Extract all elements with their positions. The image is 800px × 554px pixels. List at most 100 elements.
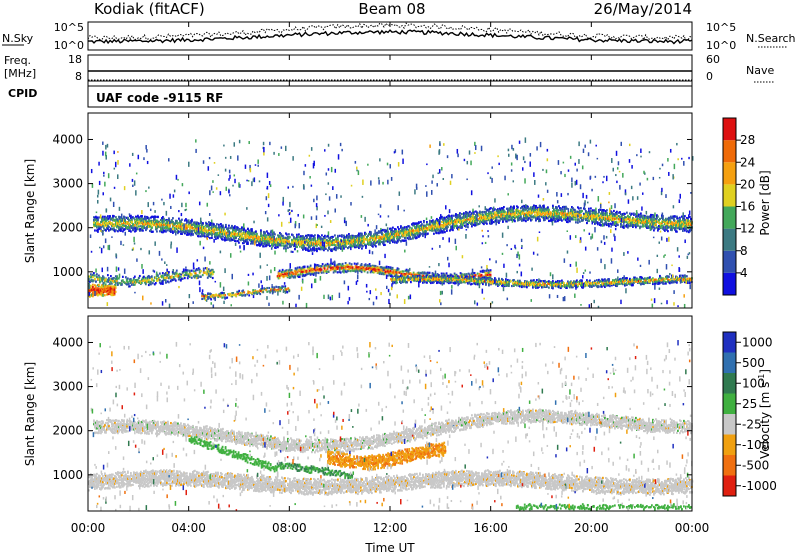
- data-cell: [212, 223, 214, 226]
- data-cell: [503, 205, 505, 209]
- data-cell: [107, 227, 109, 230]
- data-cell: [264, 237, 266, 240]
- data-cell: [127, 222, 129, 226]
- data-cell: [370, 231, 372, 234]
- data-cell: [433, 232, 435, 235]
- data-cell: [258, 243, 260, 246]
- nave-tick-top: 60: [706, 53, 720, 66]
- data-cell: [126, 226, 128, 229]
- data-cell: [161, 227, 163, 231]
- data-cell: [93, 218, 95, 222]
- data-cell: [195, 229, 197, 232]
- data-cell: [163, 223, 165, 227]
- data-cell: [217, 228, 219, 231]
- data-cell: [180, 230, 182, 233]
- data-cell: [154, 218, 156, 221]
- data-cell: [246, 242, 248, 245]
- data-cell: [253, 239, 255, 242]
- data-cell: [150, 223, 152, 226]
- data-cell: [117, 224, 119, 227]
- data-cell: [406, 227, 408, 231]
- data-cell: [102, 218, 104, 221]
- data-cell: [245, 233, 247, 236]
- data-cell: [103, 221, 105, 224]
- data-cell: [580, 207, 582, 210]
- data-cell: [200, 227, 202, 230]
- data-cell: [230, 236, 232, 240]
- data-cell: [192, 227, 194, 230]
- data-cell: [277, 237, 279, 240]
- data-cell: [243, 231, 245, 234]
- data-cell: [201, 233, 203, 236]
- data-cell: [211, 225, 213, 229]
- data-cell: [161, 224, 163, 227]
- data-cell: [165, 230, 167, 233]
- data-cell: [247, 238, 249, 241]
- data-cell: [217, 234, 219, 237]
- data-cell: [616, 212, 618, 216]
- data-cell: [160, 222, 162, 225]
- data-cell: [255, 235, 257, 238]
- data-cell: [153, 220, 155, 223]
- data-cell: [122, 230, 124, 233]
- data-cell: [140, 228, 142, 231]
- data-cell: [263, 232, 265, 235]
- data-cell: [239, 230, 241, 233]
- data-cell: [125, 221, 127, 224]
- data-cell: [205, 228, 207, 231]
- data-cell: [258, 237, 260, 240]
- data-cell: [588, 219, 590, 222]
- data-cell: [311, 234, 313, 238]
- data-cell: [613, 209, 615, 213]
- data-cell: [317, 264, 320, 267]
- data-cell: [186, 233, 188, 236]
- data-cell: [404, 234, 406, 237]
- data-cell: [327, 249, 329, 252]
- data-cell: [254, 238, 256, 241]
- data-cell: [146, 223, 148, 226]
- data-cell: [224, 231, 226, 234]
- data-cell: [142, 229, 144, 232]
- data-cell: [228, 224, 230, 227]
- data-cell: [272, 237, 274, 241]
- data-cell: [383, 240, 385, 243]
- data-cell: [111, 224, 113, 227]
- data-cell: [220, 228, 222, 231]
- data-cell: [287, 246, 289, 249]
- data-cell: [112, 224, 114, 227]
- data-cell: [219, 226, 221, 229]
- data-cell: [154, 222, 156, 225]
- data-cell: [324, 236, 326, 240]
- data-cell: [168, 221, 170, 224]
- data-cell: [258, 239, 260, 242]
- data-cell: [250, 239, 252, 243]
- data-cell: [194, 227, 196, 230]
- data-cell: [123, 219, 125, 222]
- data-cell: [225, 223, 227, 227]
- data-cell: [402, 234, 404, 237]
- data-cell: [191, 223, 193, 227]
- data-cell: [119, 216, 121, 219]
- data-cell: [178, 217, 180, 220]
- data-cell: [162, 217, 164, 220]
- data-cell: [635, 226, 637, 229]
- data-cell: [251, 238, 253, 241]
- data-cell: [186, 227, 188, 230]
- data-cell: [231, 234, 233, 238]
- data-cell: [128, 218, 130, 221]
- data-cell: [100, 226, 102, 229]
- data-cell: [256, 236, 258, 240]
- data-cell: [181, 232, 183, 235]
- data-cell: [222, 235, 224, 238]
- data-cell: [436, 227, 438, 230]
- data-cell: [162, 224, 164, 227]
- data-cell: [127, 216, 129, 219]
- data-cell: [126, 227, 128, 230]
- data-cell: [684, 215, 686, 218]
- data-cell: [227, 235, 229, 238]
- data-cell: [525, 207, 527, 210]
- data-cell: [107, 215, 109, 218]
- data-cell: [548, 208, 550, 211]
- data-cell: [177, 224, 179, 227]
- data-cell: [230, 233, 232, 237]
